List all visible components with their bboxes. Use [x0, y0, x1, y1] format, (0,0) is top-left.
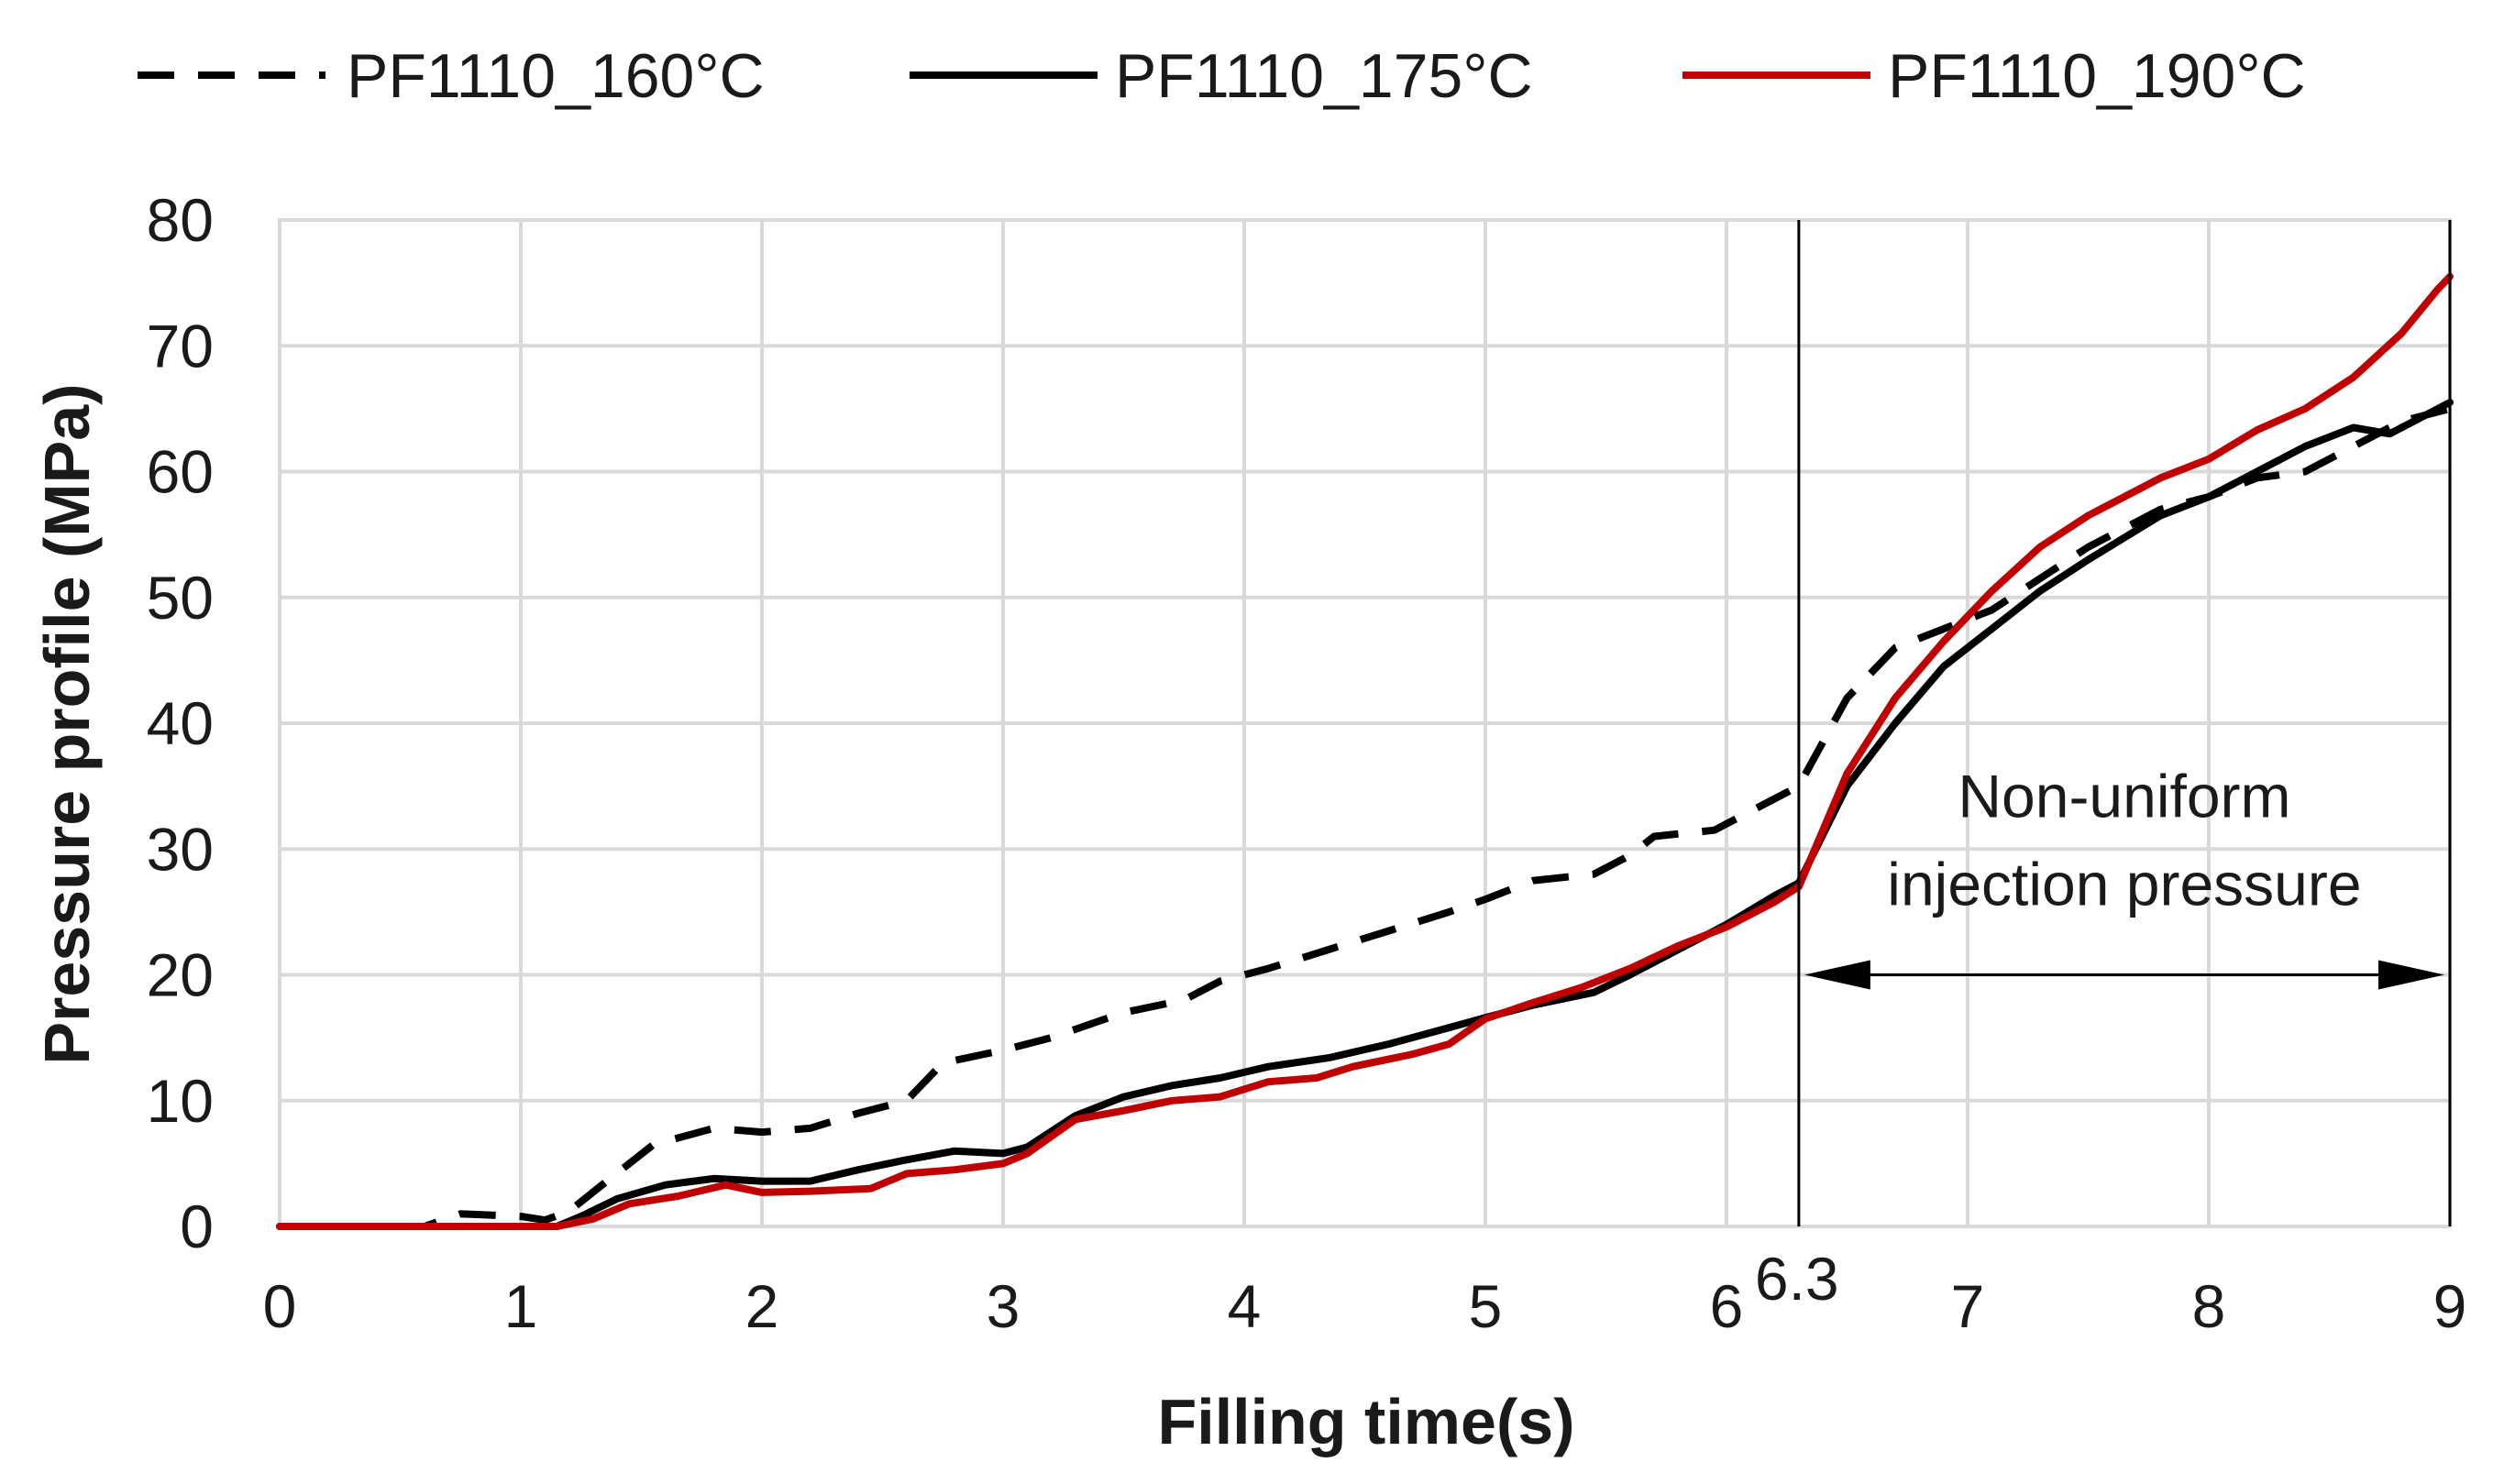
y-tick-label: 10: [147, 1067, 214, 1135]
annotation: 6.3 Non-uniform injection pressure: [1755, 220, 2452, 1313]
legend-label-175: PF1110_175°C: [1115, 41, 1533, 111]
y-tick-label: 30: [147, 815, 214, 883]
y-tick-label: 60: [147, 438, 214, 506]
y-tick-label: 0: [180, 1193, 214, 1260]
x-tick-label: 2: [745, 1272, 779, 1340]
legend-item-160: PF1110_160°C: [138, 41, 765, 111]
series-lines: [276, 272, 2454, 1230]
y-tick-label: 40: [147, 689, 214, 757]
x-tick-label: 7: [1951, 1272, 1985, 1340]
series-line-3: [276, 272, 2454, 1230]
annotation-text-line1: Non-uniform: [1958, 762, 2290, 830]
vertical-marker-label: 6.3: [1755, 1245, 1839, 1313]
y-tick-label: 20: [147, 941, 214, 1009]
tick-labels: 0 1 2 3 4 5 6 7 8 9 0 10 20 30 40 50 60 70 80: [147, 186, 2467, 1340]
legend-label-160: PF1110_160°C: [347, 41, 765, 111]
x-tick-label: 3: [987, 1272, 1020, 1340]
y-tick-label: 80: [147, 186, 214, 254]
legend-item-190: PF1110_190°C: [1682, 41, 2306, 111]
legend-item-175: PF1110_175°C: [910, 41, 1533, 111]
x-tick-label: 4: [1228, 1272, 1262, 1340]
y-tick-label: 50: [147, 564, 214, 632]
x-tick-label: 0: [263, 1272, 297, 1340]
x-tick-label: 9: [2433, 1272, 2467, 1340]
x-tick-label: 6: [1710, 1272, 1744, 1340]
range-arrow-head-left: [1804, 960, 1870, 990]
x-tick-label: 8: [2192, 1272, 2226, 1340]
x-tick-label: 1: [504, 1272, 538, 1340]
y-tick-label: 70: [147, 312, 214, 379]
gridlines: [280, 220, 2450, 1226]
annotation-text-line2: injection pressure: [1887, 850, 2361, 918]
x-tick-label: 5: [1469, 1272, 1503, 1340]
legend-label-190: PF1110_190°C: [1888, 41, 2306, 111]
legend: PF1110_160°C PF1110_175°C PF1110_190°C: [138, 41, 2306, 111]
series-line-2: [276, 399, 2454, 1230]
x-axis-title: Filling time(s): [1158, 1386, 1575, 1457]
series-line-1: [280, 405, 2452, 1230]
range-arrow-head-right: [2378, 960, 2444, 990]
y-axis-title: Pressure profile (MPa): [31, 384, 103, 1065]
